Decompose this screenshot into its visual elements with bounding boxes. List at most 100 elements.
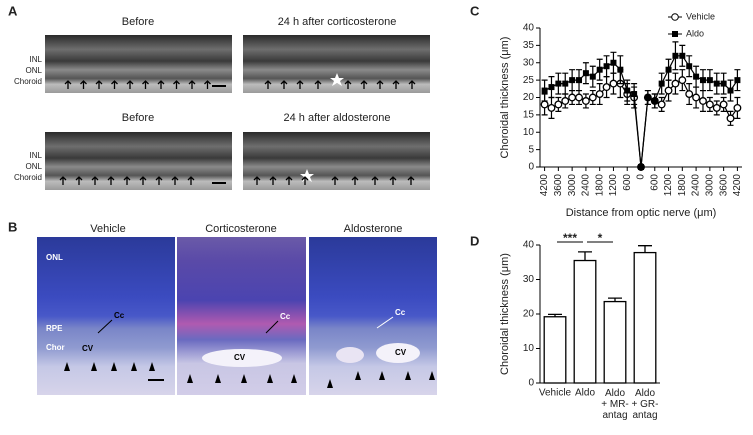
- layer-label: CV: [234, 353, 246, 362]
- marker: [699, 77, 706, 84]
- oct-image: [45, 35, 232, 93]
- arrow: [389, 176, 397, 185]
- marker: [602, 83, 611, 92]
- arrow: [376, 80, 384, 89]
- marker: [719, 100, 728, 109]
- x-tick-label: 3000: [567, 174, 578, 197]
- legend-marker: [671, 13, 679, 21]
- marker: [575, 93, 583, 102]
- arrow: [173, 80, 180, 89]
- marker: [609, 79, 618, 88]
- marker: [582, 70, 589, 77]
- arrow: [371, 176, 379, 185]
- marker: [705, 100, 714, 109]
- arrowhead: [187, 374, 193, 383]
- y-tick-label: 20: [523, 309, 535, 320]
- star: [330, 73, 344, 86]
- oct-image: [45, 132, 232, 190]
- layer-label: INL: [30, 151, 43, 160]
- x-tick-label: Vehicle: [539, 388, 572, 399]
- bar: [543, 316, 567, 384]
- pointer: [376, 316, 394, 329]
- marker: [540, 100, 549, 109]
- marker: [706, 77, 713, 84]
- y-tick-label: 40: [523, 240, 535, 251]
- arrowhead: [379, 371, 385, 380]
- marker: [576, 77, 583, 84]
- arrow: [344, 80, 352, 89]
- marker: [555, 80, 562, 87]
- pointer: [265, 320, 279, 334]
- arrowhead: [355, 371, 361, 380]
- marker: [548, 84, 555, 91]
- y-tick-label: 10: [523, 343, 535, 354]
- x-tick-label: 2400: [691, 174, 702, 197]
- x-tick-label: 1800: [594, 174, 605, 197]
- marker: [686, 63, 693, 70]
- image-header: Vehicle: [90, 223, 125, 235]
- marker: [699, 97, 707, 105]
- arrow: [407, 176, 415, 185]
- x-tick-label: 3600: [553, 174, 564, 197]
- marker: [658, 80, 665, 87]
- marker: [679, 52, 686, 59]
- y-tick-label: 10: [523, 127, 535, 138]
- series-line: [544, 79, 738, 168]
- arrowhead: [91, 362, 97, 371]
- arrowhead: [327, 379, 333, 388]
- marker: [678, 76, 687, 85]
- marker: [569, 77, 576, 84]
- marker: [713, 80, 720, 87]
- x-tick-label: 3000: [705, 174, 716, 197]
- error-bar: [638, 245, 652, 253]
- marker: [665, 66, 672, 73]
- arrow: [360, 80, 368, 89]
- x-tick-label: 1200: [608, 174, 619, 197]
- marker: [726, 114, 735, 123]
- arrow: [126, 80, 134, 89]
- layer-label: Choroid: [14, 173, 42, 182]
- arrow: [408, 80, 416, 89]
- bar: [603, 300, 627, 384]
- arrow: [280, 80, 288, 89]
- arrowhead: [429, 371, 435, 380]
- scale-bar: [212, 182, 226, 184]
- marker: [541, 87, 548, 94]
- panel-label: B: [8, 219, 17, 234]
- vessel: [202, 349, 282, 367]
- layer-label: CV: [82, 344, 94, 353]
- panel-label: C: [470, 3, 480, 18]
- panel-label: A: [8, 3, 18, 18]
- marker: [657, 100, 666, 109]
- arrow: [75, 176, 83, 185]
- significance-label: ***: [563, 231, 577, 245]
- marker: [554, 100, 563, 109]
- arrow: [264, 80, 272, 89]
- x-tick-label: 2400: [581, 174, 592, 197]
- arrow: [392, 80, 400, 89]
- layer-label: CV: [395, 348, 407, 357]
- layer-label: Chor: [46, 343, 65, 352]
- oct-image: [243, 35, 430, 93]
- layer-label: INL: [30, 55, 43, 64]
- arrowhead: [64, 362, 70, 371]
- arrow: [301, 176, 309, 185]
- x-tick-label: 1800: [677, 174, 688, 197]
- arrow: [296, 80, 304, 89]
- marker: [638, 164, 644, 170]
- arrow: [204, 80, 211, 89]
- significance-label: *: [598, 231, 603, 245]
- layer-label: ONL: [46, 253, 63, 262]
- marker: [664, 86, 673, 95]
- marker: [603, 63, 610, 70]
- arrow: [188, 80, 196, 89]
- arrow: [111, 80, 118, 89]
- layer-label: ONL: [26, 162, 43, 171]
- marker: [610, 59, 617, 66]
- image-header: 24 h after corticosterone: [278, 16, 397, 28]
- x-axis-label: Distance from optic nerve (μm): [566, 207, 717, 219]
- marker: [588, 93, 597, 102]
- arrow: [314, 80, 322, 89]
- y-tick-label: 0: [528, 162, 534, 173]
